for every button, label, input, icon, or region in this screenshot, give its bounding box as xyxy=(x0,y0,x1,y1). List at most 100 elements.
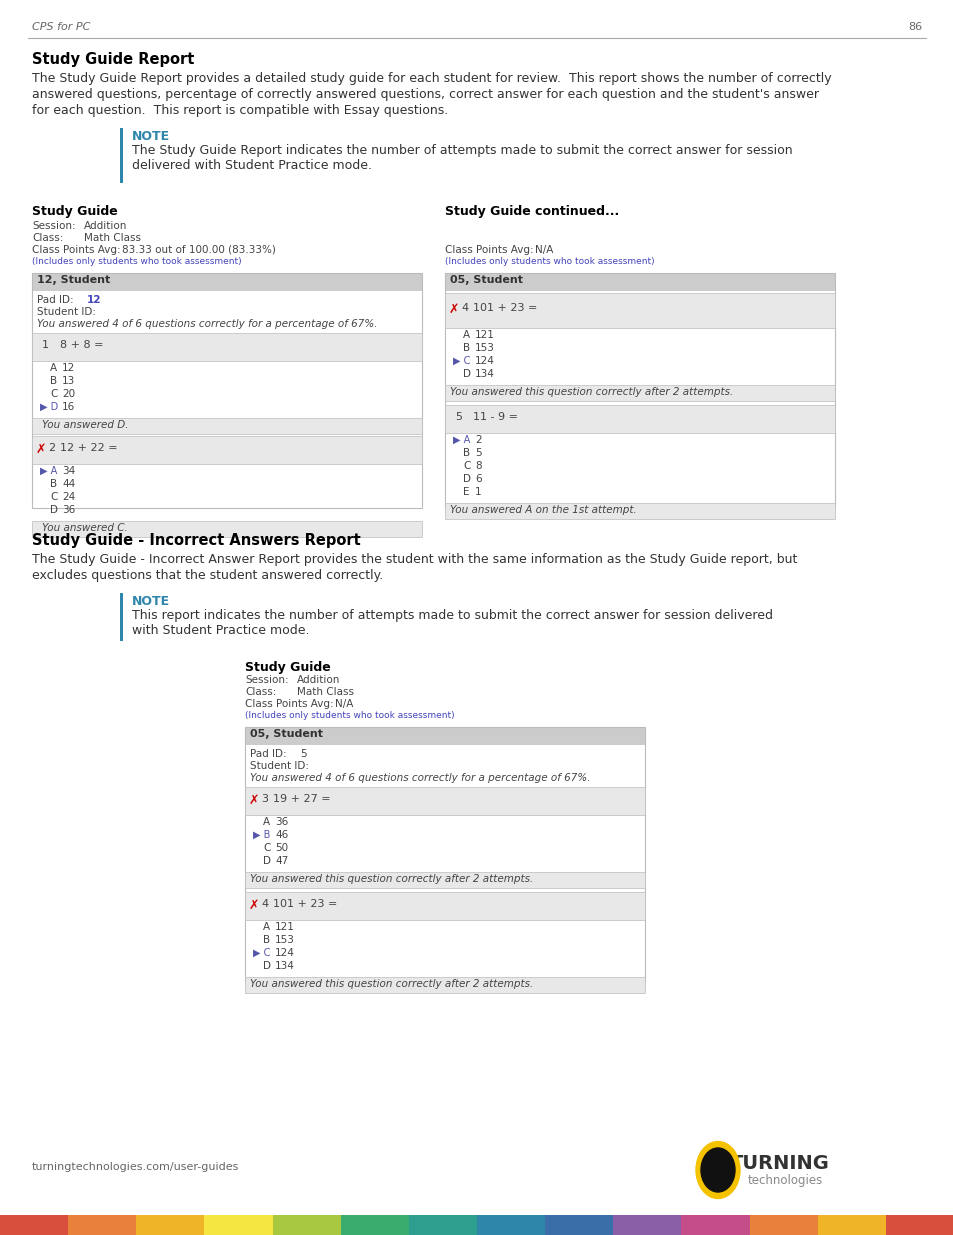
Text: 12: 12 xyxy=(62,363,75,373)
Text: You answered this question correctly after 2 attempts.: You answered this question correctly aft… xyxy=(450,387,733,396)
Bar xyxy=(444,385,834,401)
Text: 5: 5 xyxy=(475,448,481,458)
Bar xyxy=(245,727,644,982)
Text: 05, Student: 05, Student xyxy=(250,729,323,739)
Text: A: A xyxy=(263,818,270,827)
Text: C: C xyxy=(50,389,57,399)
Bar xyxy=(245,977,644,993)
Text: B: B xyxy=(462,343,470,353)
Text: 4: 4 xyxy=(460,303,468,312)
Text: You answered 4 of 6 questions correctly for a percentage of 67%.: You answered 4 of 6 questions correctly … xyxy=(250,773,590,783)
Bar xyxy=(817,1215,886,1235)
Text: Class:: Class: xyxy=(245,687,276,697)
Bar xyxy=(544,1215,614,1235)
Text: You answered this question correctly after 2 attempts.: You answered this question correctly aft… xyxy=(250,979,533,989)
Text: C: C xyxy=(263,844,270,853)
Text: N/A: N/A xyxy=(335,699,353,709)
Text: answered questions, percentage of correctly answered questions, correct answer f: answered questions, percentage of correc… xyxy=(32,88,818,101)
Bar xyxy=(680,1215,750,1235)
Text: (Includes only students who took assessment): (Includes only students who took assessm… xyxy=(444,257,654,266)
Bar xyxy=(273,1215,341,1235)
Bar xyxy=(245,892,644,920)
Text: You answered this question correctly after 2 attempts.: You answered this question correctly aft… xyxy=(250,874,533,884)
Bar xyxy=(444,273,834,291)
Text: 19 + 27 =: 19 + 27 = xyxy=(273,794,331,804)
Text: 13: 13 xyxy=(62,375,75,387)
Bar xyxy=(32,436,421,464)
Text: 134: 134 xyxy=(475,369,495,379)
Text: ✗: ✗ xyxy=(249,794,259,806)
Text: 12, Student: 12, Student xyxy=(37,275,111,285)
Text: 134: 134 xyxy=(274,961,294,971)
Text: A: A xyxy=(462,330,470,340)
Text: Pad ID:: Pad ID: xyxy=(37,295,73,305)
Text: B: B xyxy=(50,479,57,489)
Text: 34: 34 xyxy=(62,466,75,475)
Bar xyxy=(0,1215,69,1235)
Bar xyxy=(444,293,834,329)
Text: 121: 121 xyxy=(274,923,294,932)
Text: C: C xyxy=(50,492,57,501)
Text: 5: 5 xyxy=(299,748,306,760)
Circle shape xyxy=(700,1149,734,1192)
Text: 124: 124 xyxy=(274,948,294,958)
Text: D: D xyxy=(50,505,58,515)
Text: 101 + 23 =: 101 + 23 = xyxy=(273,899,337,909)
Text: 44: 44 xyxy=(62,479,75,489)
Bar xyxy=(245,727,644,745)
Text: D: D xyxy=(462,474,471,484)
Text: Study Guide: Study Guide xyxy=(32,205,117,219)
Text: 36: 36 xyxy=(274,818,288,827)
Text: Student ID:: Student ID: xyxy=(250,761,309,771)
Text: 1: 1 xyxy=(42,340,49,350)
Text: B: B xyxy=(263,935,270,945)
Text: A: A xyxy=(263,923,270,932)
Circle shape xyxy=(696,1141,740,1198)
Text: The Study Guide - Incorrect Answer Report provides the student with the same inf: The Study Guide - Incorrect Answer Repor… xyxy=(32,553,797,566)
Bar xyxy=(32,417,421,433)
Bar xyxy=(68,1215,137,1235)
Bar xyxy=(749,1215,818,1235)
Text: excludes questions that the student answered correctly.: excludes questions that the student answ… xyxy=(32,569,383,582)
Text: 124: 124 xyxy=(475,356,495,366)
Bar xyxy=(120,128,123,183)
Text: 153: 153 xyxy=(475,343,495,353)
Text: D: D xyxy=(263,856,271,866)
Text: 101 + 23 =: 101 + 23 = xyxy=(473,303,537,312)
Text: B: B xyxy=(50,375,57,387)
Text: The Study Guide Report indicates the number of attempts made to submit the corre: The Study Guide Report indicates the num… xyxy=(132,144,792,157)
Text: Class Points Avg:: Class Points Avg: xyxy=(32,245,120,254)
Text: B: B xyxy=(462,448,470,458)
Text: CPS for PC: CPS for PC xyxy=(32,22,91,32)
Text: Class Points Avg:: Class Points Avg: xyxy=(245,699,334,709)
Text: 46: 46 xyxy=(274,830,288,840)
Text: 4: 4 xyxy=(261,899,268,909)
Text: 16: 16 xyxy=(62,403,75,412)
Text: 121: 121 xyxy=(475,330,495,340)
Text: Math Class: Math Class xyxy=(296,687,354,697)
Text: delivered with Student Practice mode.: delivered with Student Practice mode. xyxy=(132,159,372,172)
Text: ✗: ✗ xyxy=(36,443,47,456)
Text: 153: 153 xyxy=(274,935,294,945)
Text: Student ID:: Student ID: xyxy=(37,308,96,317)
Text: 3: 3 xyxy=(261,794,268,804)
Text: (Includes only students who took assessment): (Includes only students who took assessm… xyxy=(245,711,455,720)
Text: with Student Practice mode.: with Student Practice mode. xyxy=(132,624,309,637)
Text: Session:: Session: xyxy=(32,221,75,231)
Text: 2: 2 xyxy=(48,443,55,453)
Text: You answered C.: You answered C. xyxy=(42,522,128,534)
Text: You answered A on the 1st attempt.: You answered A on the 1st attempt. xyxy=(450,505,636,515)
Text: Addition: Addition xyxy=(84,221,128,231)
Text: Study Guide Report: Study Guide Report xyxy=(32,52,194,67)
Text: NOTE: NOTE xyxy=(132,130,170,143)
Text: ▶ B: ▶ B xyxy=(253,830,270,840)
Bar xyxy=(245,787,644,815)
Text: Pad ID:: Pad ID: xyxy=(250,748,286,760)
Text: N/A: N/A xyxy=(535,245,553,254)
Text: 8: 8 xyxy=(475,461,481,471)
Text: Class:: Class: xyxy=(32,233,63,243)
Text: D: D xyxy=(263,961,271,971)
Bar xyxy=(885,1215,953,1235)
Text: ▶ C: ▶ C xyxy=(453,356,470,366)
Bar xyxy=(613,1215,681,1235)
